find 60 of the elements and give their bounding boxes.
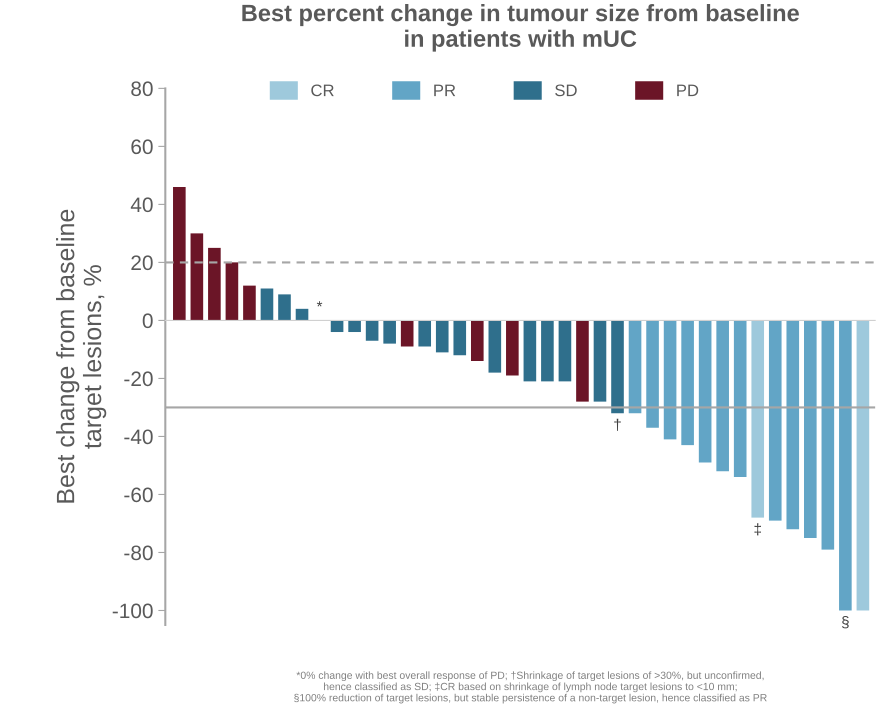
- bar: [243, 286, 256, 320]
- data-label: §: [842, 616, 849, 628]
- chart-title: Best percent change in tumour size from baseline in patients with mUC: [242, 4, 799, 52]
- legend-label: CR: [311, 84, 334, 96]
- y-tick-label: 0: [142, 313, 153, 328]
- bar: [330, 320, 344, 332]
- y-tick-label: 60: [131, 139, 153, 154]
- text: *0% change with best overall response of PD; †Shrinkage of target lesions of >30%, but unconfirmed, hence classified as SD; ‡CR based on shrinkage of lymph node target lesions to <10 mm; §100% reduction of target lesions, but stable persistence of a non-target lesion, hence classified as PR: [294, 671, 767, 704]
- bar: [436, 320, 449, 352]
- bar: [400, 320, 414, 347]
- y-tick-label: -80: [124, 545, 153, 560]
- bar: [348, 320, 361, 332]
- bar: [628, 320, 642, 414]
- bar: [611, 320, 624, 414]
- bar: [698, 320, 712, 463]
- bar: [278, 294, 291, 320]
- bar: [453, 320, 466, 356]
- bar: [734, 320, 747, 478]
- bar: [296, 308, 308, 320]
- bar: [173, 186, 186, 320]
- bar: [804, 320, 817, 538]
- y-tick-label: 80: [131, 81, 153, 96]
- legend-label: PR: [434, 84, 456, 96]
- y-axis-title: Best change from baseline target lesions, %: [56, 210, 106, 503]
- bar: [260, 288, 274, 320]
- legend-label: SD: [555, 84, 577, 96]
- bar: [541, 320, 554, 382]
- bar: [488, 320, 502, 373]
- bar: [751, 320, 764, 518]
- data-label: ‡: [754, 523, 761, 536]
- bar: [839, 320, 852, 610]
- bar: [558, 320, 572, 382]
- bar: [646, 320, 659, 428]
- y-tick-label: -20: [124, 371, 153, 386]
- bar: [506, 320, 519, 376]
- y-tick-label: -60: [124, 487, 153, 502]
- bar: [594, 320, 606, 402]
- bar: [786, 320, 800, 530]
- bar: [681, 320, 694, 446]
- y-tick-label: 20: [131, 255, 153, 270]
- y-tick-label: 40: [130, 197, 153, 212]
- bar: [716, 320, 729, 472]
- bar: [576, 320, 589, 402]
- bar: [822, 320, 834, 550]
- legend-label: PD: [677, 84, 698, 96]
- bar: [768, 320, 782, 521]
- data-label: †: [614, 418, 621, 431]
- bar: [418, 320, 432, 347]
- y-tick-label: -40: [124, 429, 153, 444]
- bar: [383, 320, 396, 344]
- bar: [524, 320, 536, 382]
- bar: [226, 262, 238, 320]
- y-tick-label: -100: [112, 603, 153, 618]
- bar: [470, 320, 484, 362]
- data-label: *: [316, 301, 322, 307]
- bar: [856, 320, 870, 610]
- bar: [664, 320, 676, 440]
- bar: [190, 233, 204, 320]
- bar: [208, 248, 221, 320]
- bar: [366, 320, 378, 341]
